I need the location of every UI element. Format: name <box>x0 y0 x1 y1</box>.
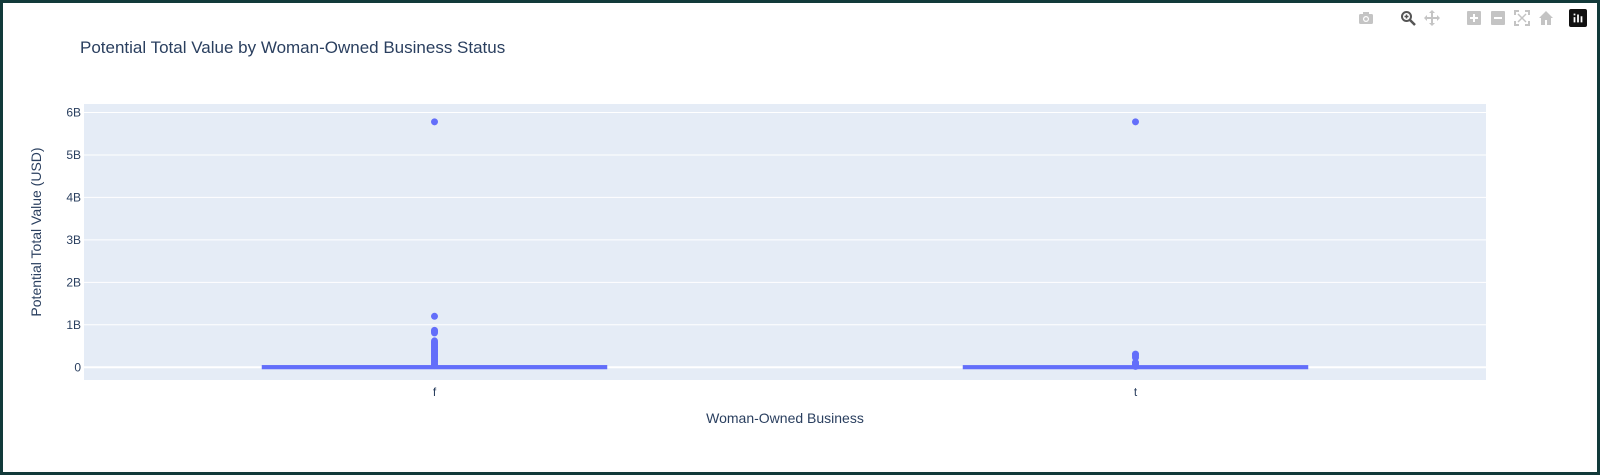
y-tick-label: 1B <box>66 318 81 332</box>
y-tick-label: 4B <box>66 190 81 204</box>
plot-area[interactable] <box>84 104 1486 380</box>
camera-icon[interactable] <box>1357 9 1375 27</box>
y-tick-label: 0 <box>74 360 81 374</box>
y-tick-label: 6B <box>66 105 81 119</box>
y-tick-label: 2B <box>66 275 81 289</box>
modebar <box>1357 9 1587 27</box>
y-axis-title: Potential Total Value (USD) <box>28 147 44 316</box>
x-tick-label: t <box>1134 385 1138 399</box>
outlier-point <box>431 329 438 337</box>
home-icon[interactable] <box>1537 9 1555 27</box>
outlier-point <box>1132 353 1139 361</box>
x-axis-title: Woman-Owned Business <box>706 410 864 426</box>
y-tick-label: 5B <box>66 148 81 162</box>
zoom-out-icon[interactable] <box>1489 9 1507 27</box>
plotly-logo-icon[interactable] <box>1569 9 1587 27</box>
outlier-point <box>431 118 438 126</box>
box-plot-chart: Potential Total Value by Woman-Owned Bus… <box>28 38 1486 426</box>
pan-icon[interactable] <box>1423 9 1441 27</box>
box-t <box>962 118 1309 370</box>
y-tick-label: 3B <box>66 233 81 247</box>
box-f <box>261 118 608 370</box>
autoscale-icon[interactable] <box>1513 9 1531 27</box>
y-axis-ticks: 0 1B 2B 3B 4B 5B 6B <box>66 105 81 374</box>
outlier-point <box>431 312 438 320</box>
zoom-in-icon[interactable] <box>1465 9 1483 27</box>
boxes <box>261 118 1309 370</box>
chart-title: Potential Total Value by Woman-Owned Bus… <box>80 38 505 57</box>
outlier-point <box>431 362 438 370</box>
x-tick-label: f <box>433 385 437 399</box>
outlier-point <box>1132 362 1139 370</box>
zoom-icon[interactable] <box>1399 9 1417 27</box>
outlier-point <box>1132 118 1139 126</box>
